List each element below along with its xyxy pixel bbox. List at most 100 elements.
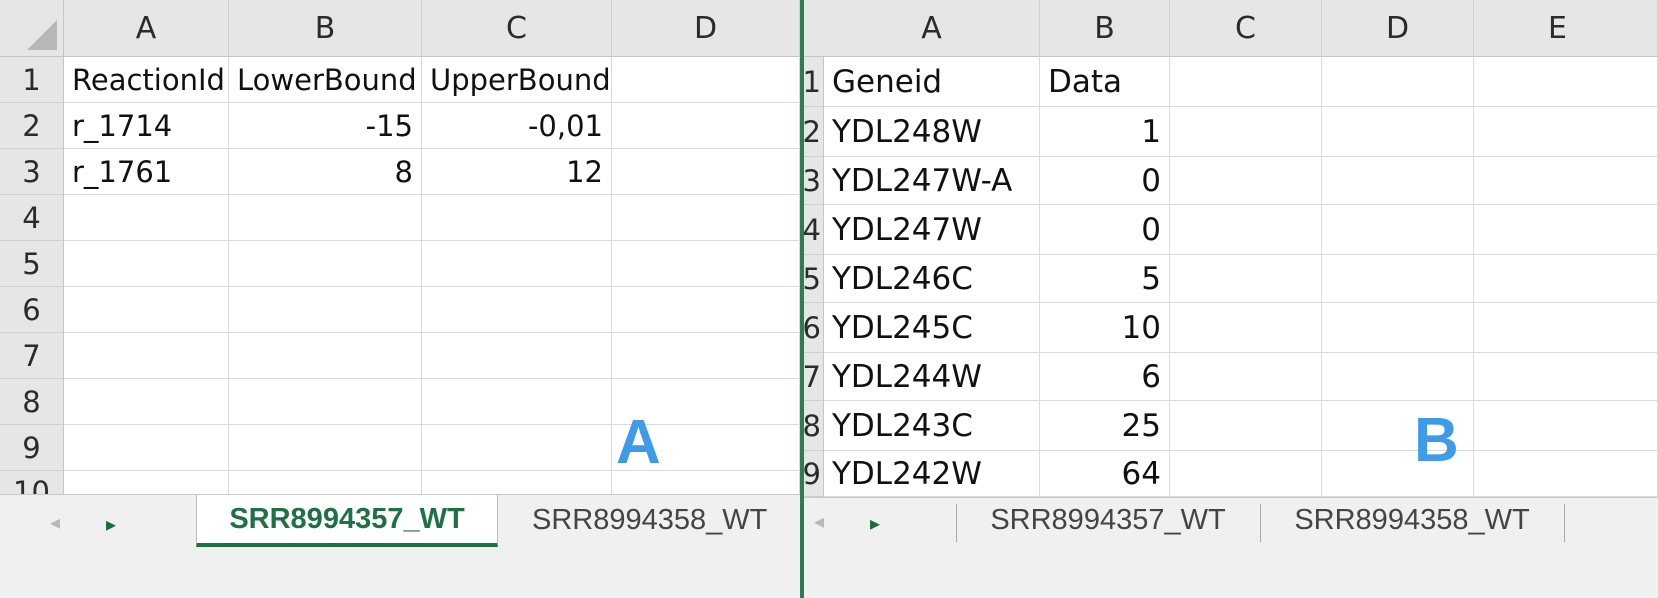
row-header-6[interactable]: 6 <box>0 287 64 333</box>
cell-b1[interactable]: LowerBound <box>229 57 422 103</box>
empty-cell[interactable] <box>1322 107 1474 157</box>
cell-a1[interactable]: Geneid <box>824 57 1040 107</box>
column-header-b[interactable]: B <box>229 0 422 57</box>
column-header-e[interactable]: E <box>1474 0 1658 57</box>
empty-cell[interactable] <box>229 425 422 471</box>
cell-a8[interactable]: YDL243C <box>824 401 1040 451</box>
cell-d3[interactable] <box>612 149 800 195</box>
row-header-9[interactable]: 9 <box>804 451 824 497</box>
cell-c1[interactable]: UpperBound <box>422 57 612 103</box>
cell-c3[interactable]: 12 <box>422 149 612 195</box>
tab-srr8994357-wt[interactable]: SRR8994357_WT <box>196 495 498 547</box>
empty-cell[interactable] <box>1474 255 1658 303</box>
cell-a7[interactable]: YDL244W <box>824 353 1040 401</box>
next-sheet-icon[interactable]: ▸ <box>105 512 117 536</box>
cell-d1[interactable] <box>612 57 800 103</box>
empty-cell[interactable] <box>1170 157 1322 205</box>
empty-cell[interactable] <box>1322 205 1474 255</box>
empty-cell[interactable] <box>1170 255 1322 303</box>
empty-cell[interactable] <box>229 195 422 241</box>
prev-sheet-icon[interactable]: ◂ <box>813 509 825 533</box>
empty-cell[interactable] <box>229 241 422 287</box>
empty-cell[interactable] <box>1474 107 1658 157</box>
cell-a6[interactable]: YDL245C <box>824 303 1040 353</box>
empty-cell[interactable] <box>422 333 612 379</box>
cell-c2[interactable]: -0,01 <box>422 103 612 149</box>
empty-cell[interactable] <box>1170 451 1322 497</box>
empty-cell[interactable] <box>1474 157 1658 205</box>
row-header-2[interactable]: 2 <box>0 103 64 149</box>
empty-cell[interactable] <box>1170 107 1322 157</box>
row-header-8[interactable]: 8 <box>804 401 824 451</box>
cell-b9[interactable]: 64 <box>1040 451 1170 497</box>
cell-a2[interactable]: r_1714 <box>64 103 229 149</box>
row-header-5[interactable]: 5 <box>804 255 824 303</box>
cell-b2[interactable]: -15 <box>229 103 422 149</box>
empty-cell[interactable] <box>64 195 229 241</box>
row-header-7[interactable]: 7 <box>804 353 824 401</box>
cell-a2[interactable]: YDL248W <box>824 107 1040 157</box>
row-header-5[interactable]: 5 <box>0 241 64 287</box>
row-header-2[interactable]: 2 <box>804 107 824 157</box>
column-header-b[interactable]: B <box>1040 0 1170 57</box>
empty-cell[interactable] <box>64 425 229 471</box>
empty-cell[interactable] <box>1474 57 1658 107</box>
empty-cell[interactable] <box>64 287 229 333</box>
row-header-1[interactable]: 1 <box>0 57 64 103</box>
column-header-c[interactable]: C <box>422 0 612 57</box>
cell-a1[interactable]: ReactionId <box>64 57 229 103</box>
empty-cell[interactable] <box>1474 205 1658 255</box>
tab-srr8994358-wt[interactable]: SRR8994358_WT <box>532 503 768 536</box>
empty-cell[interactable] <box>612 287 800 333</box>
row-header-8[interactable]: 8 <box>0 379 64 425</box>
empty-cell[interactable] <box>1474 451 1658 497</box>
row-header-6[interactable]: 6 <box>804 303 824 353</box>
empty-cell[interactable] <box>1170 205 1322 255</box>
cell-b4[interactable]: 0 <box>1040 205 1170 255</box>
cell-b3[interactable]: 0 <box>1040 157 1170 205</box>
empty-cell[interactable] <box>1474 303 1658 353</box>
empty-cell[interactable] <box>64 379 229 425</box>
cell-b2[interactable]: 1 <box>1040 107 1170 157</box>
cell-b6[interactable]: 10 <box>1040 303 1170 353</box>
empty-cell[interactable] <box>422 241 612 287</box>
cell-d2[interactable] <box>612 103 800 149</box>
empty-cell[interactable] <box>1322 353 1474 401</box>
empty-cell[interactable] <box>64 333 229 379</box>
empty-cell[interactable] <box>422 195 612 241</box>
empty-cell[interactable] <box>1322 401 1474 451</box>
column-header-d[interactable]: D <box>612 0 800 57</box>
empty-cell[interactable] <box>1322 255 1474 303</box>
select-all-corner[interactable] <box>0 0 64 57</box>
empty-cell[interactable] <box>1322 303 1474 353</box>
column-header-d[interactable]: D <box>1322 0 1474 57</box>
row-header-4[interactable]: 4 <box>0 195 64 241</box>
empty-cell[interactable] <box>229 333 422 379</box>
row-header-9[interactable]: 9 <box>0 425 64 471</box>
empty-cell[interactable] <box>1474 401 1658 451</box>
cell-a9[interactable]: YDL242W <box>824 451 1040 497</box>
column-header-a[interactable]: A <box>64 0 229 57</box>
empty-cell[interactable] <box>229 379 422 425</box>
empty-cell[interactable] <box>1322 157 1474 205</box>
empty-cell[interactable] <box>1170 303 1322 353</box>
empty-cell[interactable] <box>612 195 800 241</box>
cell-a4[interactable]: YDL247W <box>824 205 1040 255</box>
empty-cell[interactable] <box>422 425 612 471</box>
prev-sheet-icon[interactable]: ◂ <box>49 510 61 534</box>
empty-cell[interactable] <box>422 287 612 333</box>
next-sheet-icon[interactable]: ▸ <box>869 511 881 535</box>
cell-b8[interactable]: 25 <box>1040 401 1170 451</box>
row-header-7[interactable]: 7 <box>0 333 64 379</box>
empty-cell[interactable] <box>612 425 800 471</box>
empty-cell[interactable] <box>612 333 800 379</box>
empty-cell[interactable] <box>612 241 800 287</box>
split-divider[interactable] <box>800 0 804 598</box>
cell-a3[interactable]: YDL247W-A <box>824 157 1040 205</box>
tab-srr8994358-wt[interactable]: SRR8994358_WT <box>1294 503 1530 536</box>
empty-cell[interactable] <box>1170 401 1322 451</box>
empty-cell[interactable] <box>1322 57 1474 107</box>
empty-cell[interactable] <box>1474 353 1658 401</box>
empty-cell[interactable] <box>1170 57 1322 107</box>
empty-cell[interactable] <box>612 379 800 425</box>
